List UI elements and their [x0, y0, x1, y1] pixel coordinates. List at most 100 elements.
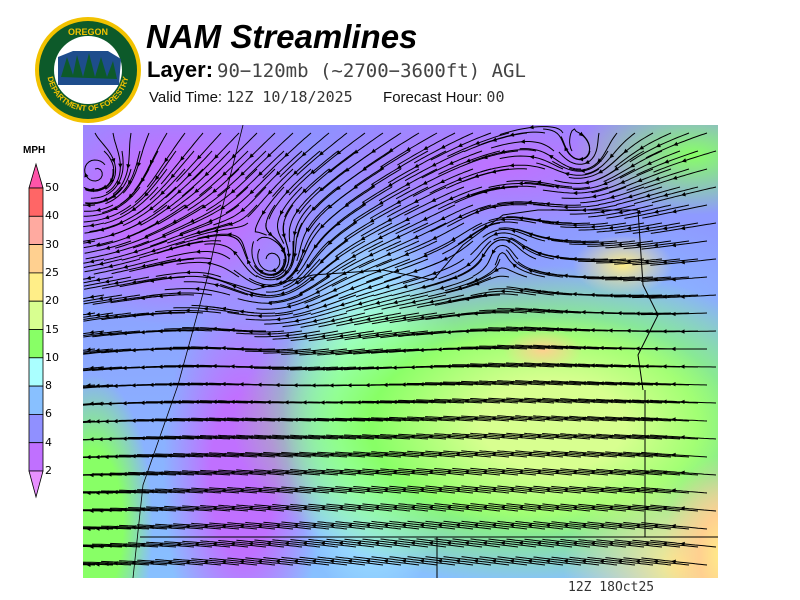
streamline-arrowhead: [457, 142, 463, 147]
streamline-arrowhead: [118, 219, 124, 224]
streamline-arrowhead: [374, 469, 379, 475]
streamline-arrowhead: [671, 559, 676, 564]
streamline-arrowhead: [275, 523, 280, 528]
streamline-arrowhead: [306, 263, 311, 269]
streamline-arrowhead: [572, 363, 577, 368]
streamline-arrowhead: [293, 170, 298, 175]
streamline-arrowhead: [356, 470, 361, 475]
streamline-arrowhead: [572, 327, 577, 332]
streamline-arrowhead: [545, 201, 550, 207]
streamline-arrowhead: [419, 558, 425, 564]
streamline: [569, 132, 618, 171]
streamline-arrowhead: [351, 253, 357, 258]
streamline-arrowhead: [161, 233, 167, 238]
streamline-arrowhead: [500, 185, 505, 190]
streamline: [257, 248, 281, 272]
streamline-arrowhead: [301, 249, 306, 255]
colorbar-bottom-arrow: [28, 470, 44, 499]
streamline-arrowhead: [572, 222, 577, 228]
streamline-arrowhead: [361, 201, 367, 206]
streamline-arrowhead: [644, 294, 649, 299]
streamline-arrowhead: [392, 540, 397, 546]
streamline-arrowhead: [185, 308, 190, 313]
streamline-arrowhead: [347, 417, 352, 422]
streamline-arrowhead: [591, 194, 597, 199]
colorbar-tick-label: 40: [45, 209, 59, 223]
streamline-arrowhead: [410, 505, 415, 510]
streamline-arrowhead: [437, 487, 442, 492]
streamline-arrowhead: [86, 239, 91, 245]
streamline-arrowhead: [239, 523, 244, 529]
streamline-arrowhead: [322, 303, 327, 308]
streamline-arrowhead: [358, 269, 364, 274]
streamline-arrowhead: [230, 399, 235, 405]
streamline-arrowhead: [437, 523, 442, 528]
streamline-arrowhead: [325, 273, 331, 278]
streamline-arrowhead: [89, 259, 95, 264]
streamline-arrowhead: [320, 505, 325, 510]
streamline-arrowhead: [662, 259, 667, 265]
streamline-arrowhead: [563, 452, 568, 457]
streamline-arrowhead: [428, 330, 433, 336]
streamline-arrowhead: [231, 153, 237, 159]
streamline-arrowhead: [257, 523, 262, 529]
streamline-arrowhead: [482, 434, 487, 439]
streamline-arrowhead: [212, 399, 217, 404]
streamline-arrowhead: [629, 163, 635, 168]
streamline-arrowhead: [520, 139, 526, 144]
streamline-arrowhead: [653, 311, 658, 316]
streamline-arrowhead: [680, 192, 686, 197]
streamline-arrowhead: [536, 541, 541, 546]
streamline-arrowhead: [98, 330, 103, 336]
streamline-arrowhead: [329, 523, 334, 528]
streamline-arrowhead: [412, 268, 418, 273]
streamline-arrowhead: [365, 316, 371, 322]
colorbar-tick-label: 6: [45, 407, 52, 421]
colorbar-tick-label: 15: [45, 322, 59, 336]
streamline-arrowhead: [194, 399, 199, 405]
streamline-arrowhead: [261, 210, 267, 216]
streamline-arrowhead: [464, 505, 469, 510]
streamline: [580, 186, 645, 204]
streamline-arrowhead: [239, 346, 244, 352]
streamline-arrowhead: [639, 145, 645, 150]
streamline-arrowhead: [627, 194, 633, 199]
streamline-arrowhead: [187, 172, 192, 178]
streamline-arrowhead: [164, 157, 169, 163]
streamline-arrowhead: [136, 162, 142, 168]
streamline-arrowhead: [410, 540, 416, 546]
colorbar-top-arrow: [28, 162, 44, 189]
streamline-arrowhead: [89, 223, 95, 228]
valid-time-line: Valid Time: 12Z 10/18/2025 Forecast Hour…: [149, 88, 504, 106]
streamline-arrowhead: [617, 242, 622, 247]
state-border: [637, 209, 659, 391]
streamline-arrowhead: [452, 275, 458, 280]
streamline-arrowhead: [368, 252, 374, 257]
streamline-arrowhead: [195, 230, 201, 235]
streamline-arrowhead: [455, 451, 460, 457]
streamline-arrowhead: [365, 487, 370, 493]
streamline-arrowhead: [160, 190, 165, 196]
streamline-arrowhead: [248, 541, 253, 546]
streamline-arrowhead: [172, 219, 178, 224]
streamline-arrowhead: [122, 330, 127, 336]
streamline-arrowhead: [599, 487, 604, 493]
streamline-arrowhead: [104, 313, 109, 318]
streamline-arrowhead: [98, 261, 104, 266]
streamline-arrowhead: [548, 154, 554, 160]
streamline-arrowhead: [644, 226, 650, 231]
streamline-arrowhead: [518, 288, 524, 293]
streamline-arrowhead: [491, 558, 497, 564]
streamline-arrowhead: [301, 151, 307, 157]
streamline-arrowhead: [343, 237, 349, 243]
streamline-arrowhead: [457, 214, 463, 219]
streamline-arrowhead: [473, 558, 479, 564]
streamline-arrowhead: [401, 348, 406, 353]
streamline-arrowhead: [626, 293, 631, 299]
streamline-arrowhead: [275, 317, 281, 322]
streamline-arrowhead: [176, 257, 182, 262]
streamline: [84, 159, 106, 182]
streamline-arrowhead: [266, 541, 271, 546]
colorbar-segment: [28, 244, 44, 274]
streamline-arrowhead: [185, 417, 190, 422]
